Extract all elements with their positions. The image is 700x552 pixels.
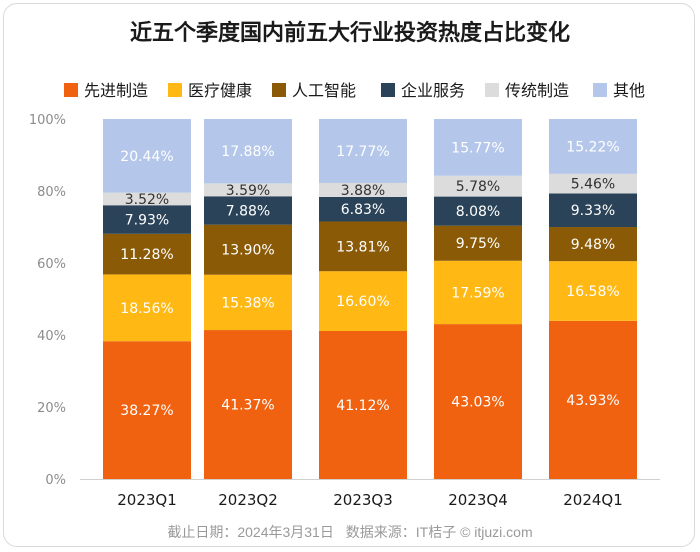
bar-segment xyxy=(204,183,292,197)
bar-segment xyxy=(319,182,407,197)
data-label: 9.75% xyxy=(456,236,500,252)
legend-label: 先进制造 xyxy=(84,81,148,100)
bar-segment xyxy=(434,196,522,226)
bar-segment xyxy=(204,274,292,331)
bar-segment xyxy=(434,175,522,197)
bar-segment xyxy=(319,196,407,222)
bar-segment xyxy=(103,192,191,206)
bar-segment xyxy=(434,225,522,261)
data-label: 17.59% xyxy=(451,285,504,301)
x-axis: 2023Q1 2023Q2 2023Q3 2023Q4 2024Q1 xyxy=(80,479,660,509)
x-tick-label: 2023Q1 xyxy=(117,491,177,509)
data-label: 17.77% xyxy=(336,144,389,160)
bar-segment xyxy=(204,330,292,479)
legend-label: 传统制造 xyxy=(505,81,569,100)
legend-swatch xyxy=(381,83,395,97)
y-tick-label: 20% xyxy=(37,401,66,416)
y-tick-label: 80% xyxy=(37,185,66,200)
data-label: 16.58% xyxy=(566,284,619,300)
bar-segment xyxy=(549,227,637,262)
footer-date: 截止日期：2024年3月31日 xyxy=(167,524,334,540)
bar-segment xyxy=(549,261,637,321)
bar-segment xyxy=(103,119,191,193)
bar-segment xyxy=(549,119,637,174)
data-label: 17.88% xyxy=(221,144,274,160)
data-label: 15.22% xyxy=(566,139,619,155)
data-label: 13.81% xyxy=(336,239,389,255)
y-axis: 0% 20% 40% 60% 80% 100% xyxy=(29,113,66,488)
bar-segment xyxy=(204,196,292,225)
data-label: 3.59% xyxy=(226,183,270,199)
data-label: 43.93% xyxy=(566,393,619,409)
bar-segment xyxy=(319,330,407,479)
bar-segment xyxy=(103,341,191,479)
bar-segment xyxy=(434,324,522,479)
data-label: 15.77% xyxy=(451,140,504,156)
legend-label: 医疗健康 xyxy=(188,81,252,100)
bar-segment xyxy=(103,274,191,342)
y-tick-label: 0% xyxy=(45,473,66,488)
legend: 先进制造 医疗健康 人工智能 企业服务 传统制造 其他 xyxy=(64,81,645,100)
data-label: 7.93% xyxy=(125,213,169,229)
legend-swatch xyxy=(485,83,499,97)
data-label: 11.28% xyxy=(120,247,173,263)
data-label: 5.46% xyxy=(571,177,615,193)
bar-segment xyxy=(434,260,522,325)
bar-segment xyxy=(103,233,191,275)
bar-segment xyxy=(103,205,191,234)
data-label: 41.37% xyxy=(221,398,274,414)
bar-segment xyxy=(319,271,407,331)
data-label: 15.38% xyxy=(221,295,274,311)
data-label: 3.88% xyxy=(341,183,385,199)
data-label: 41.12% xyxy=(336,398,389,414)
data-label: 3.52% xyxy=(125,192,169,208)
data-label: 9.48% xyxy=(571,237,615,253)
bar-segment xyxy=(549,320,637,479)
legend-swatch xyxy=(64,83,78,97)
y-tick-label: 100% xyxy=(29,113,66,128)
bars: 38.27% 18.56% 11.28% 7.93% 3.52% 20.44% 41.37%… xyxy=(103,118,637,479)
y-tick-label: 60% xyxy=(37,257,66,272)
y-tick-label: 40% xyxy=(37,329,66,344)
data-label: 18.56% xyxy=(120,301,173,317)
data-label: 7.88% xyxy=(226,203,270,219)
data-label: 16.60% xyxy=(336,294,389,310)
bar-segment xyxy=(204,119,292,184)
legend-label: 企业服务 xyxy=(401,81,465,100)
data-label: 5.78% xyxy=(456,179,500,195)
data-label: 9.33% xyxy=(571,203,615,219)
legend-swatch xyxy=(168,83,182,97)
legend-swatch xyxy=(593,83,607,97)
data-label: 8.08% xyxy=(456,204,500,220)
bar-segment xyxy=(319,221,407,272)
x-tick-label: 2024Q1 xyxy=(563,491,623,509)
legend-label: 人工智能 xyxy=(292,81,356,100)
legend-swatch xyxy=(272,83,286,97)
bar-segment xyxy=(434,119,522,176)
legend-label: 其他 xyxy=(613,81,645,100)
data-label: 13.90% xyxy=(221,243,274,259)
x-tick-label: 2023Q3 xyxy=(333,491,393,509)
data-label: 6.83% xyxy=(341,202,385,218)
footer: 截止日期：2024年3月31日 数据来源：IT桔子 © itjuzi.com xyxy=(0,522,700,542)
chart-title: 近五个季度国内前五大行业投资热度占比变化 xyxy=(130,20,570,46)
x-tick-label: 2023Q4 xyxy=(448,491,508,509)
x-tick-label: 2023Q2 xyxy=(218,491,278,509)
bar-segment xyxy=(319,118,407,183)
bar-segment xyxy=(204,224,292,275)
data-label: 38.27% xyxy=(120,403,173,419)
footer-source: 数据来源：IT桔子 © itjuzi.com xyxy=(345,524,533,540)
bar-segment xyxy=(549,173,637,194)
data-label: 20.44% xyxy=(120,149,173,165)
data-label: 43.03% xyxy=(451,395,504,411)
bar-segment xyxy=(549,193,637,228)
